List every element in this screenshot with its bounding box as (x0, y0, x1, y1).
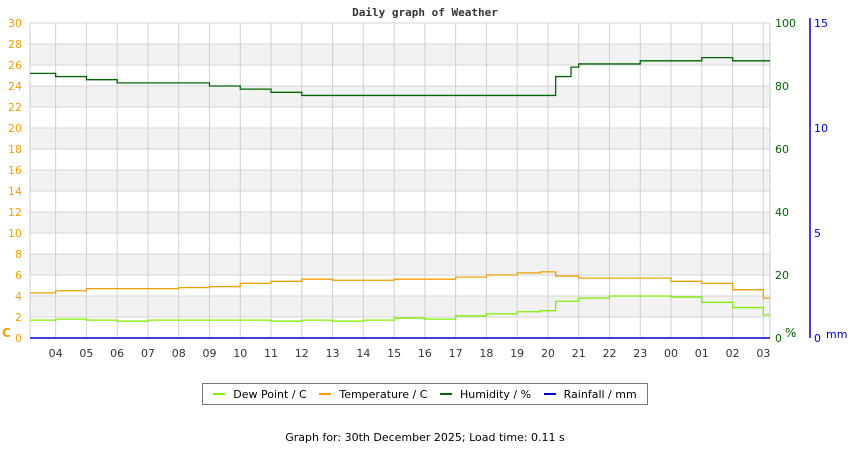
legend-label: Rainfall / mm (563, 387, 637, 401)
svg-text:10: 10 (8, 227, 22, 240)
svg-text:30: 30 (8, 17, 22, 30)
svg-text:60: 60 (775, 143, 789, 156)
svg-text:2: 2 (15, 311, 22, 324)
humidity-swatch-icon (440, 393, 453, 395)
x-tick-label: 03 (756, 347, 770, 360)
svg-text:22: 22 (8, 101, 22, 114)
x-tick-label: 11 (264, 347, 278, 360)
svg-text:C: C (2, 326, 11, 340)
dew-point-swatch-icon (213, 393, 226, 395)
svg-text:0: 0 (15, 332, 22, 345)
x-tick-label: 02 (726, 347, 740, 360)
x-tick-label: 01 (695, 347, 709, 360)
svg-text:15: 15 (814, 17, 828, 30)
svg-text:12: 12 (8, 206, 22, 219)
svg-text:4: 4 (15, 290, 22, 303)
x-tick-label: 20 (541, 347, 555, 360)
svg-text:5: 5 (814, 227, 821, 240)
svg-text:28: 28 (8, 38, 22, 51)
x-tick-label: 15 (387, 347, 401, 360)
svg-text:%: % (785, 326, 796, 340)
legend-label: Temperature / C (339, 387, 428, 401)
svg-text:18: 18 (8, 143, 22, 156)
svg-text:10: 10 (814, 122, 828, 135)
x-tick-label: 04 (49, 347, 63, 360)
svg-text:24: 24 (8, 80, 22, 93)
weather-chart: 04 05 06 07 08 09 10 11 12 13 14 15 16 17 18 19 20 21 22 23… (2, 17, 847, 360)
x-tick-label: 13 (326, 347, 340, 360)
svg-text:40: 40 (775, 206, 789, 219)
chart-title: Daily graph of Weather (352, 6, 498, 19)
x-tick-label: 14 (356, 347, 370, 360)
svg-text:mm: mm (826, 328, 847, 341)
x-tick-label: 16 (418, 347, 432, 360)
svg-text:0: 0 (814, 332, 821, 345)
x-tick-label: 18 (479, 347, 493, 360)
legend-label: Humidity / % (460, 387, 532, 401)
rainfall-swatch-icon (543, 393, 556, 395)
series-line (30, 271, 770, 299)
x-tick-label: 09 (202, 347, 216, 360)
x-tick-label: 08 (172, 347, 186, 360)
svg-text:6: 6 (15, 269, 22, 282)
svg-text:14: 14 (8, 185, 22, 198)
x-tick-label: 23 (633, 347, 647, 360)
x-tick-label: 00 (664, 347, 678, 360)
temperature-swatch-icon (319, 393, 332, 395)
x-tick-label: 06 (110, 347, 124, 360)
series-line (30, 57, 770, 97)
svg-text:80: 80 (775, 80, 789, 93)
x-tick-label: 05 (79, 347, 93, 360)
graph-footer: Graph for: 30th December 2025; Load time… (285, 431, 565, 444)
legend-item-temperature: Temperature / C (319, 388, 427, 401)
series-line (30, 295, 770, 322)
legend-label: Dew Point / C (233, 387, 307, 401)
svg-text:26: 26 (8, 59, 22, 72)
chart-legend: Dew Point / C Temperature / C Humidity /… (202, 383, 648, 405)
legend-item-rainfall: Rainfall / mm (543, 387, 637, 401)
x-tick-label: 07 (141, 347, 155, 360)
svg-text:16: 16 (8, 164, 22, 177)
x-tick-label: 19 (510, 347, 524, 360)
legend-item-humidity: Humidity / % (440, 388, 531, 401)
legend-item-dew-point: Dew Point / C (213, 387, 307, 401)
x-tick-label: 10 (233, 347, 247, 360)
svg-text:20: 20 (775, 269, 789, 282)
svg-text:8: 8 (15, 248, 22, 261)
x-tick-label: 22 (602, 347, 616, 360)
x-tick-label: 21 (572, 347, 586, 360)
x-tick-label: 12 (295, 347, 309, 360)
svg-text:0: 0 (775, 332, 782, 345)
x-tick-label: 17 (449, 347, 463, 360)
svg-text:20: 20 (8, 122, 22, 135)
svg-text:100: 100 (775, 17, 796, 30)
